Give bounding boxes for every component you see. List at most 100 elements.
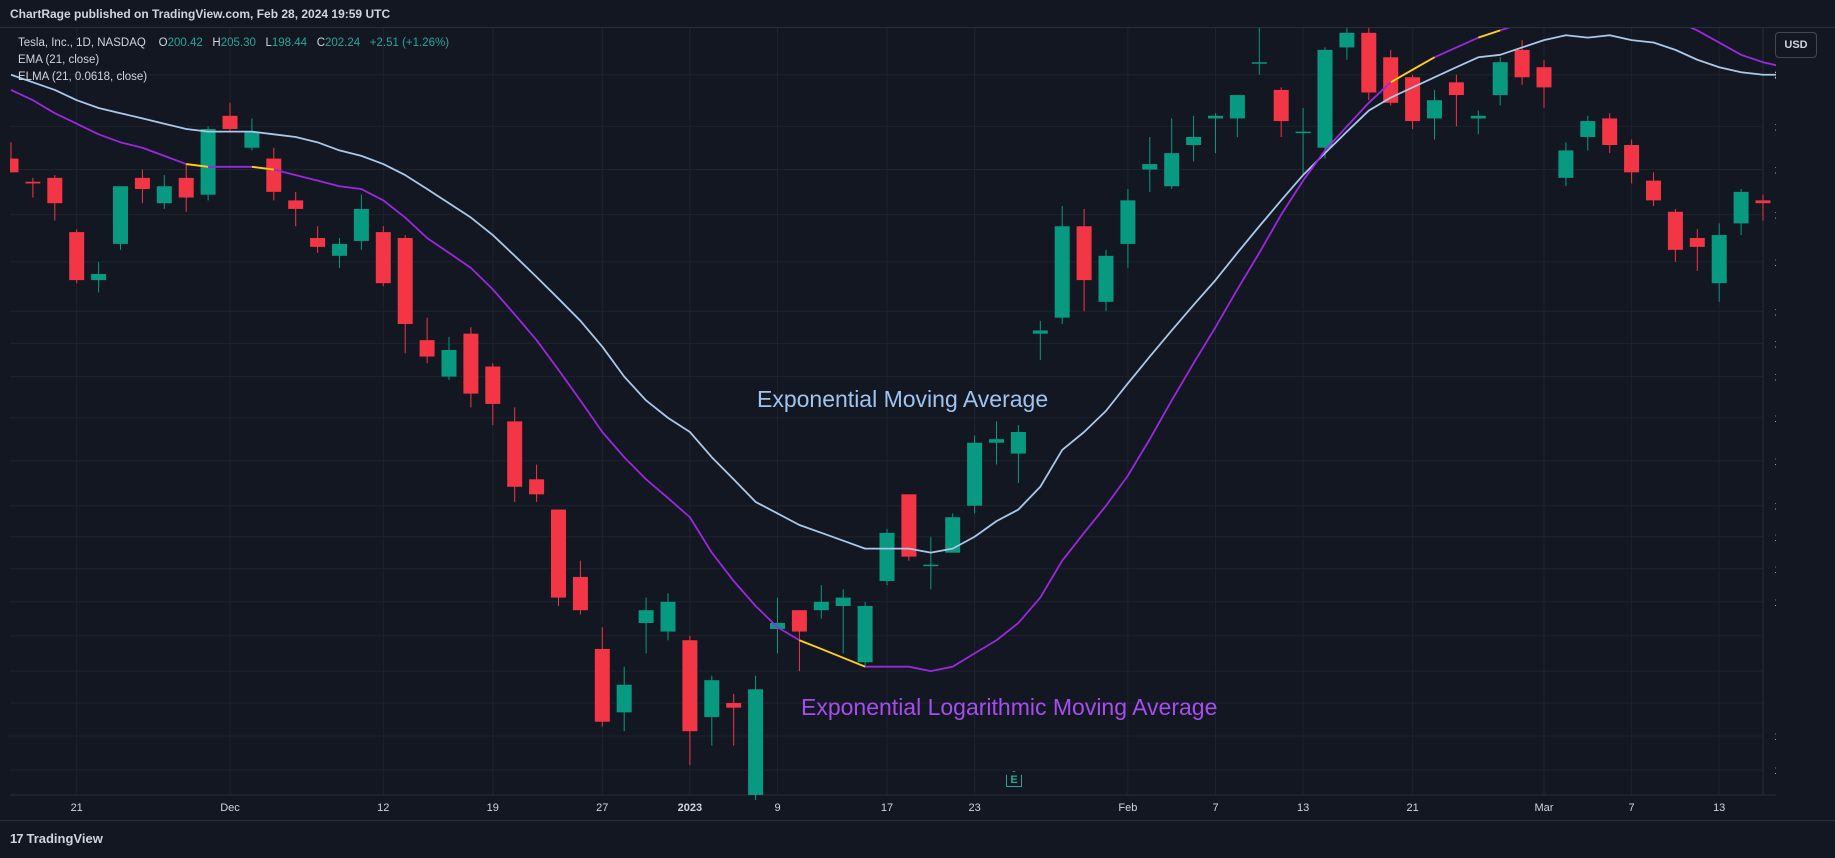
candle-down xyxy=(1515,50,1530,77)
candle-up xyxy=(1099,256,1114,302)
candle-down xyxy=(485,367,500,404)
y-tick-label: 141.00 xyxy=(1774,456,1776,468)
candle-up xyxy=(1164,153,1179,186)
candle-down xyxy=(25,182,40,184)
y-tick-label: 123.00 xyxy=(1774,597,1776,609)
candle-down xyxy=(901,494,916,556)
y-tick-label: 131.00 xyxy=(1774,532,1776,544)
candle-up xyxy=(1558,150,1573,177)
close-value: 202.24 xyxy=(325,37,360,49)
x-tick-label: 19 xyxy=(487,802,499,814)
tradingview-logo-icon: 17 xyxy=(10,831,22,846)
candle-up xyxy=(1033,330,1048,333)
footer-bar xyxy=(0,820,1835,858)
y-tick-label: 171.00 xyxy=(1774,257,1776,269)
ohlc-row: Tesla, Inc., 1D, NASDAQ O200.42 H205.30 … xyxy=(18,35,449,52)
candle-down xyxy=(266,159,281,192)
y-tick-label: 205.00 xyxy=(1774,70,1776,82)
x-tick-label: 2023 xyxy=(678,802,702,814)
candle-down xyxy=(179,178,194,198)
candle-up xyxy=(989,439,1004,443)
y-tick-label: 108.00 xyxy=(1774,731,1776,743)
candle-up xyxy=(661,602,676,632)
candle-down xyxy=(1756,200,1771,203)
x-tick-label: 21 xyxy=(1406,802,1418,814)
high-label: H xyxy=(212,37,220,49)
candle-up xyxy=(113,186,128,244)
candle-up xyxy=(244,132,259,148)
y-tick-label: 147.00 xyxy=(1774,413,1776,425)
x-tick-label: Feb xyxy=(1118,802,1137,814)
candle-down xyxy=(376,232,391,283)
candle-down xyxy=(310,238,325,247)
candle-down xyxy=(529,479,544,494)
candle-down xyxy=(1624,145,1639,172)
x-tick-label: 9 xyxy=(774,802,780,814)
candle-up xyxy=(639,610,654,623)
legend-ema[interactable]: EMA (21, close) xyxy=(18,52,449,69)
ema-annotation: Exponential Moving Average xyxy=(757,386,1048,413)
candle-up xyxy=(1493,62,1508,95)
candle-down xyxy=(1449,82,1464,95)
candle-down xyxy=(10,159,19,173)
candle-up xyxy=(1471,116,1486,119)
candle-down xyxy=(682,640,697,731)
candle-down xyxy=(792,610,807,631)
candle-down xyxy=(398,238,413,324)
candle-up xyxy=(1712,235,1727,283)
x-tick-label: 13 xyxy=(1713,802,1725,814)
x-tick-label: 12 xyxy=(377,802,389,814)
candle-down xyxy=(69,232,84,280)
y-tick-label: 158.00 xyxy=(1774,338,1776,350)
candle-up xyxy=(1186,137,1201,145)
x-tick-label: Dec xyxy=(220,802,240,814)
candle-up xyxy=(923,565,938,567)
elma-annotation: Exponential Logarithmic Moving Average xyxy=(801,694,1217,721)
x-tick-label: 7 xyxy=(1212,802,1218,814)
y-tick-label: 163.00 xyxy=(1774,306,1776,318)
y-tick-label: 115.00 xyxy=(1775,666,1776,678)
publish-info: ChartRage published on TradingView.com, … xyxy=(10,7,390,21)
candle-down xyxy=(1361,33,1376,93)
y-tick-label: 104.50 xyxy=(1774,765,1776,777)
candle-down xyxy=(726,703,741,708)
candle-down xyxy=(1537,67,1552,87)
low-value: 198.44 xyxy=(272,37,307,49)
candle-down xyxy=(1405,77,1420,121)
elma-flat-segment xyxy=(1478,30,1500,37)
candle-up xyxy=(1427,100,1442,118)
publish-header: ChartRage published on TradingView.com, … xyxy=(0,0,1835,28)
candle-down xyxy=(223,116,238,129)
change-value: +2.51 (+1.26%) xyxy=(370,37,449,49)
candle-up xyxy=(332,244,347,256)
candle-down xyxy=(507,421,522,486)
x-tick-label: 7 xyxy=(1629,802,1635,814)
candle-down xyxy=(1690,238,1705,247)
elma-flat-segment xyxy=(799,640,865,666)
candle-up xyxy=(945,517,960,552)
y-tick-label: 135.00 xyxy=(1774,501,1776,513)
candle-down xyxy=(1668,212,1683,250)
x-tick-label: 13 xyxy=(1297,802,1309,814)
y-tick-label: 187.00 xyxy=(1774,165,1776,177)
candle-up xyxy=(880,533,895,581)
candle-down xyxy=(463,334,478,394)
candle-up xyxy=(91,274,106,280)
x-tick-label: 21 xyxy=(71,802,83,814)
candle-up xyxy=(1252,62,1267,64)
symbol-label: Tesla, Inc., 1D, NASDAQ xyxy=(18,37,146,49)
currency-button[interactable]: USD xyxy=(1775,32,1817,58)
candle-up xyxy=(704,680,719,717)
candle-up xyxy=(442,350,457,377)
candle-up xyxy=(1318,50,1333,148)
legend-elma[interactable]: ELMA (21, 0.0618, close) xyxy=(18,69,449,86)
candle-down xyxy=(573,577,588,610)
candle-down xyxy=(135,178,150,189)
candle-up xyxy=(157,186,172,203)
candle-down xyxy=(1646,181,1661,201)
high-value: 205.30 xyxy=(221,37,256,49)
x-tick-label: 17 xyxy=(881,802,893,814)
x-tick-label: 23 xyxy=(968,802,980,814)
open-label: O xyxy=(159,37,168,49)
